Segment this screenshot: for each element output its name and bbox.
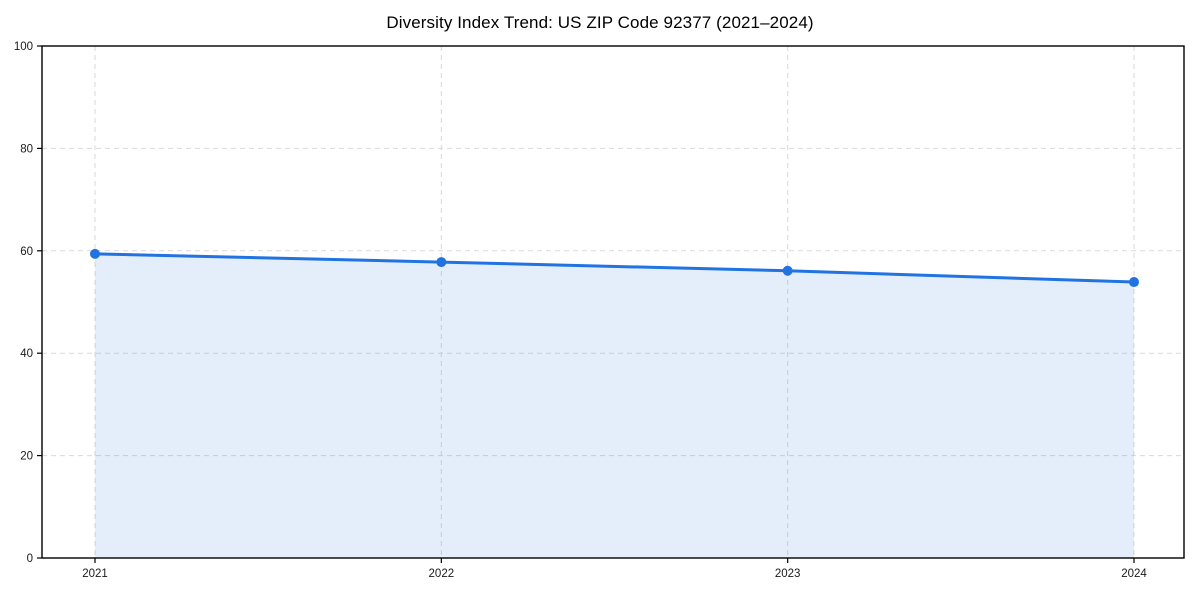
y-tick-label: 60 xyxy=(20,246,33,258)
data-point-2021 xyxy=(90,248,100,259)
trend-line xyxy=(93,252,1136,284)
x-tick-label: 2023 xyxy=(775,568,801,580)
data-point-2024 xyxy=(1129,277,1139,288)
y-tick-label: 0 xyxy=(27,553,33,565)
area-fill xyxy=(95,253,1134,558)
x-tick-label: 2021 xyxy=(82,568,108,580)
y-tick-label: 80 xyxy=(20,143,33,155)
data-point-2023 xyxy=(782,265,793,276)
data-point-2022 xyxy=(436,257,447,268)
y-tick-label: 20 xyxy=(20,451,33,463)
chart-title: Diversity Index Trend: US ZIP Code 92377… xyxy=(386,13,814,32)
x-tick-label: 2024 xyxy=(1121,568,1147,580)
y-tick-label: 40 xyxy=(20,348,33,360)
y-tick-label: 100 xyxy=(14,41,33,53)
x-tick-label: 2022 xyxy=(429,568,455,580)
plot-border xyxy=(41,45,1185,559)
